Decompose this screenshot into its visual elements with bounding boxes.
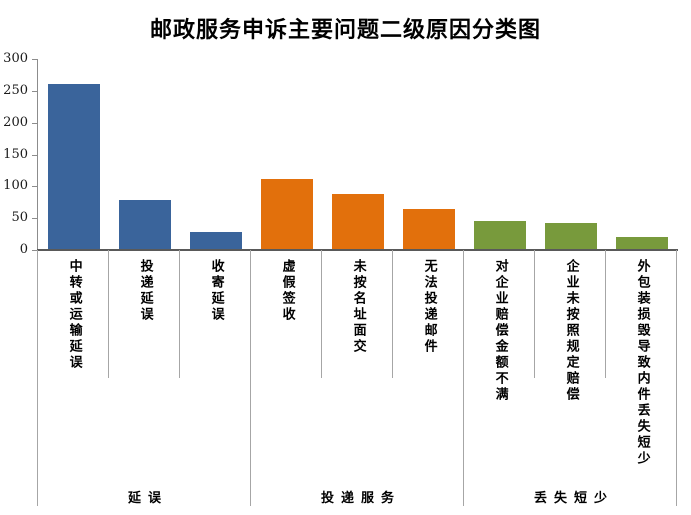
y-tick-label: 300: [3, 51, 28, 66]
y-tick-label: 0: [19, 242, 28, 257]
chart-title: 邮政服务申诉主要问题二级原因分类图: [149, 17, 541, 43]
y-tick-mark: [32, 59, 37, 60]
category-label: 虚假签收: [251, 259, 322, 323]
y-axis-line: [37, 59, 38, 250]
y-tick-mark: [32, 250, 37, 251]
bar: [473, 221, 526, 250]
category-separator: [108, 250, 109, 378]
category-label-text: 外包装损毁导致内件丢失短少: [634, 259, 650, 467]
category-label-text: 未按名址面交: [350, 259, 366, 355]
bar: [189, 232, 242, 250]
bar: [331, 193, 384, 250]
category-separator: [534, 250, 535, 378]
category-separator: [605, 250, 606, 378]
category-label: 投递延误: [109, 259, 180, 323]
group-label: 延误: [127, 491, 168, 506]
category-label: 企业未按照规定赔偿: [535, 259, 606, 403]
y-tick-label: 250: [3, 82, 28, 98]
category-label: 收寄延误: [180, 259, 251, 323]
category-label: 对企业赔偿金额不满: [464, 259, 535, 403]
bar: [402, 208, 455, 250]
y-tick-mark: [32, 186, 37, 188]
bar: [615, 236, 668, 250]
y-tick-label: 150: [3, 146, 28, 162]
category-label-text: 企业未按照规定赔偿: [563, 259, 579, 403]
category-label: 未按名址面交: [322, 259, 393, 355]
category-label-text: 中转或运输延误: [66, 259, 82, 371]
group-separator: [250, 250, 251, 506]
category-separator: [321, 250, 322, 378]
group-label: 投递服务: [320, 491, 401, 506]
category-label: 外包装损毁导致内件丢失短少: [606, 259, 677, 467]
bar: [118, 200, 171, 250]
y-tick-mark: [32, 154, 37, 156]
category-label-text: 对企业赔偿金额不满: [492, 259, 508, 403]
category-label-text: 投递延误: [137, 259, 153, 323]
y-tick-label: 50: [11, 210, 28, 226]
category-separator: [179, 250, 180, 378]
y-tick-mark: [32, 90, 37, 92]
group-separator: [37, 250, 38, 506]
category-label-text: 虚假签收: [279, 259, 295, 323]
x-axis-line: [37, 249, 678, 251]
bar: [544, 223, 597, 250]
category-label-text: 收寄延误: [208, 259, 224, 323]
group-label: 丢失短少: [533, 491, 614, 506]
category-label: 无法投递邮件: [393, 259, 464, 355]
y-tick-label: 100: [3, 178, 28, 194]
bar: [260, 178, 313, 250]
y-tick-mark: [32, 218, 37, 220]
group-separator: [463, 250, 464, 506]
group-separator: [676, 250, 677, 506]
bar: [47, 84, 100, 250]
y-tick-label: 200: [3, 114, 28, 130]
category-separator: [392, 250, 393, 378]
category-label-text: 无法投递邮件: [421, 259, 437, 355]
y-tick-mark: [32, 122, 37, 124]
category-label: 中转或运输延误: [38, 259, 109, 371]
